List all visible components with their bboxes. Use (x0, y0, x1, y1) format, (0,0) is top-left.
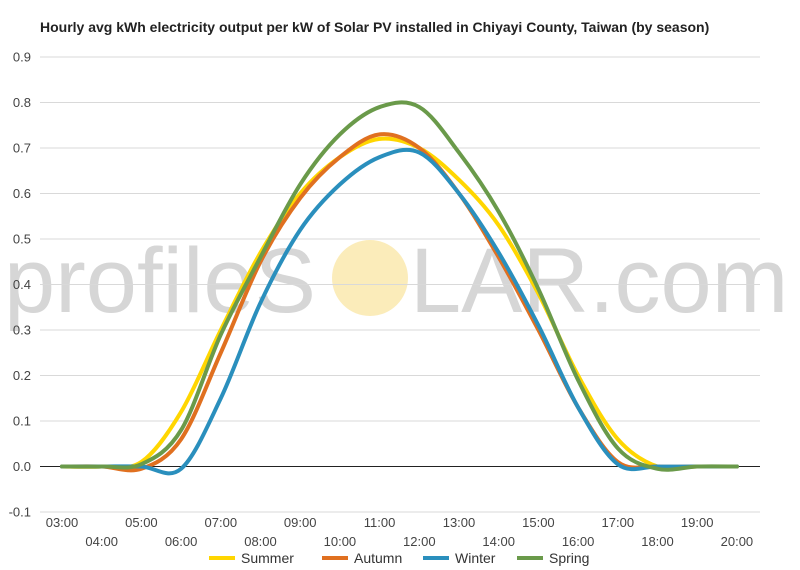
x-tick-label: 16:00 (562, 534, 595, 549)
watermark-text-right: LAR.com (410, 230, 788, 332)
y-tick-label: 0.0 (13, 459, 31, 474)
x-tick-label: 09:00 (284, 515, 317, 530)
y-tick-label: 0.2 (13, 368, 31, 383)
y-tick-label: 0.6 (13, 186, 31, 201)
x-tick-label: 20:00 (721, 534, 754, 549)
series-lines (60, 100, 739, 476)
y-tick-label: 0.3 (13, 323, 31, 338)
series-line-spring (60, 100, 739, 472)
y-axis-ticks: -0.1 0.0 0.1 0.2 0.3 0.4 0.5 0.6 0.7 0.8 0.9 (9, 50, 31, 520)
series-line-winter (60, 147, 739, 476)
y-tick-label: 0.9 (13, 50, 31, 65)
x-tick-label: 12:00 (403, 534, 436, 549)
x-tick-label: 08:00 (244, 534, 277, 549)
grid (40, 56, 760, 513)
y-tick-label: -0.1 (9, 505, 31, 520)
x-tick-label: 13:00 (443, 515, 476, 530)
y-tick-label: 0.1 (13, 414, 31, 429)
legend-label-summer: Summer (241, 550, 294, 566)
y-tick-label: 0.7 (13, 141, 31, 156)
y-tick-label: 0.8 (13, 95, 31, 110)
x-tick-label: 04:00 (85, 534, 118, 549)
legend: Summer Autumn Winter Spring (209, 550, 589, 566)
x-tick-label: 17:00 (602, 515, 635, 530)
x-tick-label: 11:00 (364, 515, 396, 530)
x-tick-label: 18:00 (641, 534, 674, 549)
y-tick-label: 0.5 (13, 232, 31, 247)
x-tick-label: 03:00 (46, 515, 79, 530)
watermark: profileS LAR.com (4, 230, 788, 332)
legend-label-spring: Spring (549, 550, 589, 566)
x-axis-ticks: 03:00 04:00 05:00 06:00 07:00 08:00 09:00 10:00… (46, 515, 753, 549)
x-tick-label: 15:00 (522, 515, 555, 530)
x-tick-label: 19:00 (681, 515, 714, 530)
x-tick-label: 14:00 (482, 534, 515, 549)
series-line-summer (60, 136, 739, 471)
y-tick-label: 0.4 (13, 277, 31, 292)
x-tick-label: 05:00 (125, 515, 158, 530)
x-tick-label: 10:00 (324, 534, 357, 549)
watermark-sun-icon (332, 240, 408, 316)
x-tick-label: 07:00 (205, 515, 238, 530)
legend-label-winter: Winter (455, 550, 496, 566)
x-tick-label: 06:00 (165, 534, 198, 549)
chart-title: Hourly avg kWh electricity output per kW… (40, 19, 710, 35)
legend-label-autumn: Autumn (354, 550, 402, 566)
